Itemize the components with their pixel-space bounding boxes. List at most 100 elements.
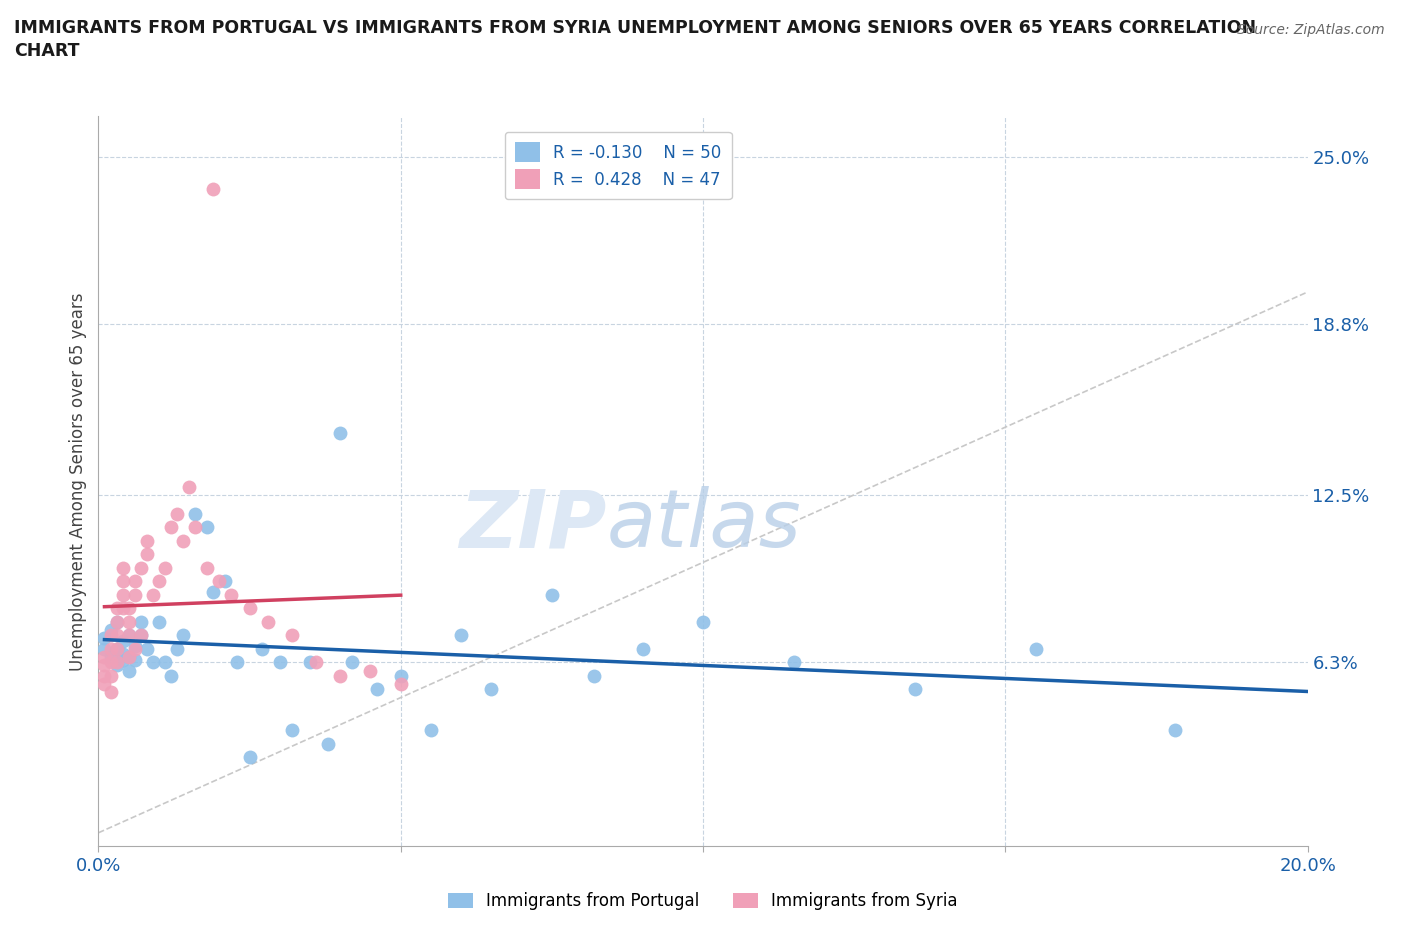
Point xyxy=(631,642,654,657)
Point xyxy=(135,533,157,548)
Point xyxy=(111,647,134,662)
Text: Source: ZipAtlas.com: Source: ZipAtlas.com xyxy=(1237,23,1385,37)
Point xyxy=(93,658,115,672)
Point xyxy=(105,615,128,630)
Point xyxy=(118,601,141,616)
Point xyxy=(202,585,225,600)
Point xyxy=(420,723,443,737)
Point xyxy=(124,588,146,603)
Point xyxy=(124,639,146,654)
Point xyxy=(118,663,141,678)
Point xyxy=(111,652,134,667)
Point xyxy=(342,655,364,670)
Point xyxy=(105,642,128,657)
Point xyxy=(153,561,176,576)
Point xyxy=(281,723,304,737)
Point xyxy=(124,642,146,657)
Point xyxy=(129,628,152,643)
Text: IMMIGRANTS FROM PORTUGAL VS IMMIGRANTS FROM SYRIA UNEMPLOYMENT AMONG SENIORS OVE: IMMIGRANTS FROM PORTUGAL VS IMMIGRANTS F… xyxy=(14,19,1256,60)
Point xyxy=(135,642,157,657)
Point xyxy=(93,642,115,657)
Point xyxy=(124,652,146,667)
Legend: R = -0.130    N = 50, R =  0.428    N = 47: R = -0.130 N = 50, R = 0.428 N = 47 xyxy=(505,132,731,199)
Point xyxy=(1024,642,1046,657)
Point xyxy=(100,655,122,670)
Point xyxy=(250,642,273,657)
Point xyxy=(135,547,157,562)
Point xyxy=(195,561,218,576)
Point xyxy=(172,628,194,643)
Point xyxy=(179,479,201,494)
Point xyxy=(118,628,141,643)
Point xyxy=(105,615,128,630)
Point xyxy=(389,677,412,692)
Point xyxy=(93,677,115,692)
Point xyxy=(100,642,122,657)
Point xyxy=(329,425,352,440)
Point xyxy=(269,655,291,670)
Point xyxy=(299,655,322,670)
Point xyxy=(100,669,122,684)
Point xyxy=(93,669,115,684)
Y-axis label: Unemployment Among Seniors over 65 years: Unemployment Among Seniors over 65 years xyxy=(69,292,87,671)
Point xyxy=(360,663,382,678)
Point xyxy=(105,655,128,670)
Legend: Immigrants from Portugal, Immigrants from Syria: Immigrants from Portugal, Immigrants fro… xyxy=(441,885,965,917)
Point xyxy=(100,684,122,699)
Point xyxy=(904,682,927,697)
Point xyxy=(111,633,134,648)
Point xyxy=(208,574,231,589)
Point xyxy=(111,561,134,576)
Point xyxy=(129,615,152,630)
Point xyxy=(100,649,122,664)
Point xyxy=(202,182,225,197)
Point xyxy=(160,520,183,535)
Point xyxy=(118,628,141,643)
Point xyxy=(329,669,352,684)
Point xyxy=(111,601,134,616)
Point xyxy=(450,628,472,643)
Point xyxy=(100,628,122,643)
Point xyxy=(148,574,170,589)
Point xyxy=(305,655,328,670)
Point xyxy=(105,642,128,657)
Point xyxy=(540,588,562,603)
Point xyxy=(184,520,207,535)
Point xyxy=(783,655,806,670)
Point xyxy=(195,520,218,535)
Point xyxy=(100,622,122,637)
Point xyxy=(366,682,388,697)
Point xyxy=(148,615,170,630)
Point xyxy=(214,574,236,589)
Point xyxy=(256,615,278,630)
Point xyxy=(172,533,194,548)
Point xyxy=(281,628,304,643)
Point xyxy=(129,561,152,576)
Point xyxy=(316,737,339,751)
Point xyxy=(166,642,188,657)
Point xyxy=(160,669,183,684)
Point xyxy=(118,649,141,664)
Point xyxy=(118,615,141,630)
Point xyxy=(142,655,165,670)
Point xyxy=(153,655,176,670)
Point xyxy=(1163,723,1185,737)
Point xyxy=(226,655,249,670)
Point xyxy=(239,601,262,616)
Point xyxy=(105,658,128,672)
Point xyxy=(692,615,714,630)
Point xyxy=(184,506,207,521)
Point xyxy=(142,588,165,603)
Point xyxy=(481,682,503,697)
Point xyxy=(93,649,115,664)
Point xyxy=(124,574,146,589)
Point xyxy=(221,588,243,603)
Point xyxy=(129,628,152,643)
Point xyxy=(105,628,128,643)
Text: ZIP: ZIP xyxy=(458,486,606,565)
Point xyxy=(118,649,141,664)
Text: atlas: atlas xyxy=(606,486,801,565)
Point xyxy=(111,574,134,589)
Point xyxy=(111,588,134,603)
Point xyxy=(105,601,128,616)
